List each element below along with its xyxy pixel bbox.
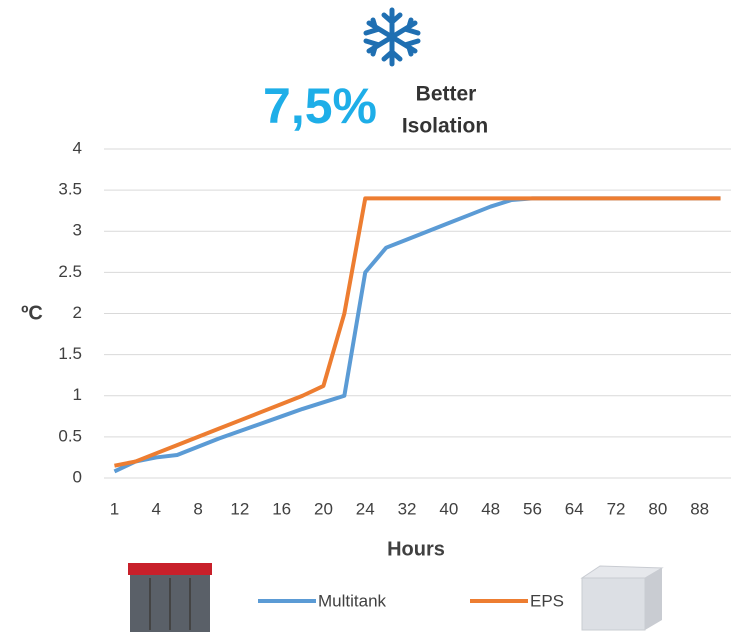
headline-note: Better [416,83,477,106]
x-tick-label: 80 [648,499,667,518]
x-tick-label: 24 [356,499,375,518]
legend-label: EPS [530,591,564,610]
y-tick-label: 2.5 [58,262,82,281]
snowflake-icon [363,7,421,67]
y-tick-label: 1.5 [58,344,82,363]
y-tick-label: 3 [73,221,82,240]
y-tick-label: 2 [73,303,82,322]
x-tick-label: 48 [481,499,500,518]
series-line [114,196,721,468]
series-line [113,196,721,474]
y-tick-label: 4 [73,138,82,157]
multitank-image [128,563,212,632]
x-tick-label: 64 [565,499,584,518]
x-tick-label: 20 [314,499,333,518]
y-tick-label: 1 [73,385,82,404]
x-tick-label: 4 [152,499,161,518]
headline-note: Isolation [402,115,488,138]
x-tick-label: 40 [439,499,458,518]
legend-label: Multitank [318,591,387,610]
x-axis-label: Hours [387,538,445,560]
x-tick-label: 12 [230,499,249,518]
headline: 7,5% [263,78,377,134]
y-axis-label: ºC [21,302,43,324]
x-tick-label: 56 [523,499,542,518]
x-tick-label: 16 [272,499,291,518]
y-tick-label: 3.5 [58,180,82,199]
x-tick-label: 8 [193,499,202,518]
x-tick-label: 72 [607,499,626,518]
x-tick-label: 32 [398,499,417,518]
x-tick-label: 1 [110,499,119,518]
x-tick-label: 88 [690,499,709,518]
y-tick-label: 0.5 [58,426,82,445]
eps-image [580,565,664,631]
y-tick-label: 0 [73,467,82,486]
